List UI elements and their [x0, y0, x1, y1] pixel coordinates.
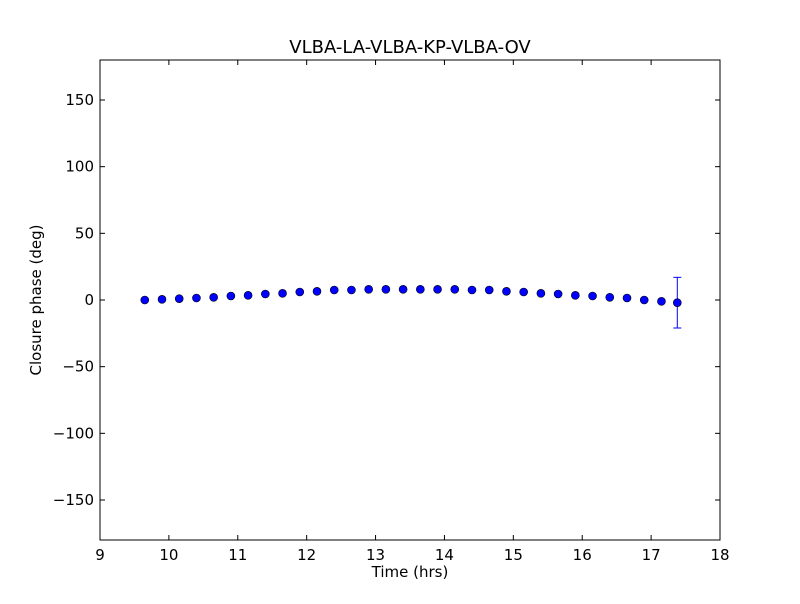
axis-ticks: 9 10 11 12 13 14 15 16 17 18 150 100 50 0 −50 −100 −150 [53, 60, 730, 564]
y-tick-label: −50 [62, 358, 94, 376]
y-tick-label: 50 [75, 224, 94, 242]
x-tick-label: 16 [573, 546, 592, 564]
x-tick-label: 9 [95, 546, 105, 564]
data-series [140, 276, 682, 329]
y-tick-label: −150 [53, 491, 94, 509]
data-point [672, 298, 682, 307]
data-point [192, 293, 201, 303]
data-point [467, 285, 477, 295]
data-point [226, 291, 236, 301]
data-point [329, 285, 339, 295]
data-point [622, 293, 632, 303]
x-tick-label: 10 [159, 546, 178, 564]
data-point [502, 287, 511, 296]
chart-title: VLBA-LA-VLBA-KP-VLBA-OV [289, 37, 531, 58]
data-point [312, 287, 322, 296]
data-point [140, 295, 150, 305]
data-point [261, 289, 270, 299]
plot-area-frame [99, 59, 721, 541]
x-axis-label: Time (hrs) [371, 563, 449, 581]
data-point [381, 285, 391, 294]
data-point [657, 297, 666, 306]
data-point [571, 291, 580, 300]
data-point [639, 295, 649, 305]
data-point [364, 285, 373, 294]
data-point [605, 293, 615, 302]
data-point [278, 289, 287, 298]
data-point [450, 285, 460, 294]
data-point [157, 295, 167, 304]
x-tick-label: 14 [435, 546, 454, 564]
data-point [243, 291, 253, 300]
y-tick-label: 0 [84, 291, 94, 309]
data-point [553, 289, 563, 299]
x-tick-label: 17 [642, 546, 661, 564]
y-axis-label: Closure phase (deg) [27, 225, 45, 376]
y-tick-label: 150 [65, 91, 94, 109]
x-tick-label: 13 [366, 546, 385, 564]
x-tick-label: 15 [504, 546, 523, 564]
data-point [433, 285, 442, 294]
data-point [174, 294, 184, 303]
data-point [347, 285, 356, 295]
data-point [416, 285, 425, 294]
data-point [536, 289, 546, 298]
x-tick-label: 11 [228, 546, 247, 564]
data-point [588, 291, 597, 301]
data-point [209, 293, 218, 302]
data-point [398, 285, 408, 294]
data-point [519, 287, 528, 297]
y-tick-label: −100 [53, 424, 94, 442]
data-point [484, 285, 494, 295]
data-point [295, 287, 305, 297]
x-tick-label: 12 [297, 546, 316, 564]
x-tick-label: 18 [710, 546, 729, 564]
y-tick-label: 100 [65, 158, 94, 176]
